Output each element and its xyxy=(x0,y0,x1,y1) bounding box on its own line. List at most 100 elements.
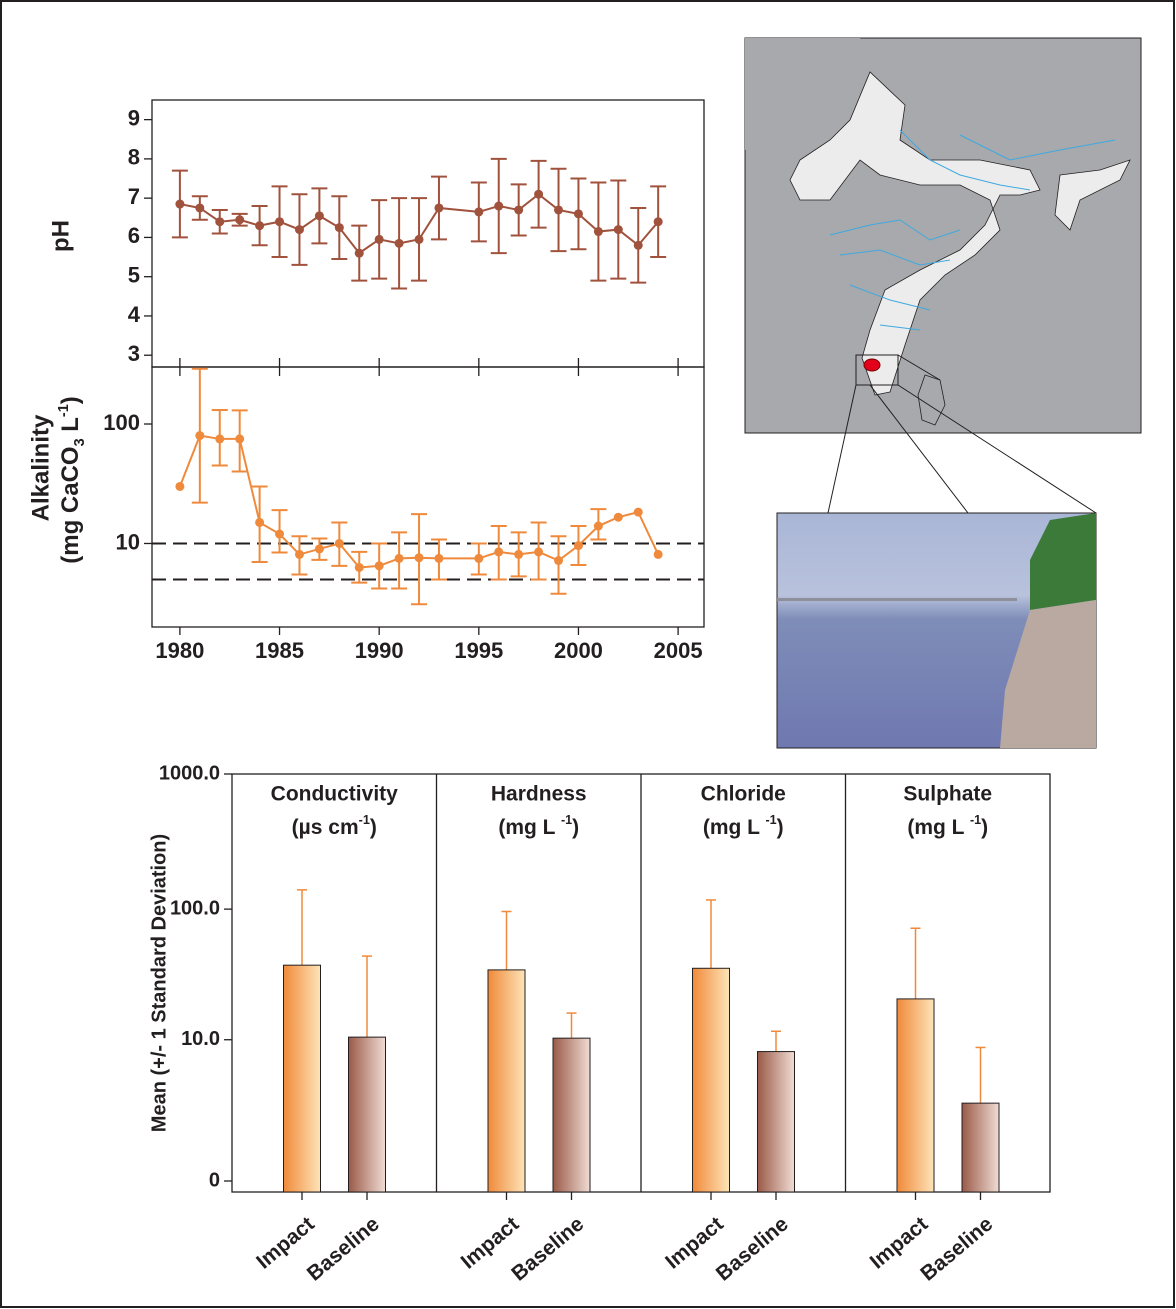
x-tick-label: 1990 xyxy=(355,638,404,663)
data-point xyxy=(514,205,524,215)
bar xyxy=(757,1051,795,1193)
data-point xyxy=(334,223,344,233)
panel-unit: (mg L -1) xyxy=(703,813,784,838)
data-point xyxy=(593,227,603,237)
data-point xyxy=(334,538,344,548)
data-point xyxy=(633,507,643,517)
data-point xyxy=(494,201,504,211)
y-axis-label-unit: (mg CaCO3 L-1) xyxy=(56,396,88,563)
bar xyxy=(692,967,730,1193)
data-point xyxy=(593,521,603,531)
data-point xyxy=(653,217,663,227)
panel-unit: (µs cm-1) xyxy=(292,813,377,838)
data-point xyxy=(374,561,384,571)
panel-unit: (mg L -1) xyxy=(498,813,579,838)
panel-unit-part: ) xyxy=(777,816,784,839)
data-point xyxy=(215,434,225,444)
panel-title: Hardness xyxy=(491,783,587,806)
bar xyxy=(283,964,321,1193)
y-tick-label: 0 xyxy=(209,1169,220,1191)
data-point xyxy=(494,547,504,557)
panel-unit: (mg L -1) xyxy=(907,813,988,838)
data-point xyxy=(275,217,285,227)
data-point xyxy=(514,549,524,559)
bar xyxy=(348,1036,386,1193)
data-line xyxy=(178,434,660,569)
data-point xyxy=(474,207,484,217)
data-point xyxy=(434,203,444,213)
data-point xyxy=(195,203,205,213)
panel-unit-part: -1 xyxy=(970,813,981,827)
panel-title: Chloride xyxy=(701,783,786,806)
data-point xyxy=(215,217,225,227)
panel-unit-part: (mg L xyxy=(907,816,970,839)
panel-unit-part: ) xyxy=(370,816,377,839)
y-tick-label: 4 xyxy=(128,302,141,327)
data-point xyxy=(195,431,205,441)
plot-frame xyxy=(151,366,705,628)
y-tick-label: 100 xyxy=(103,410,140,435)
y-tick-label: 10 xyxy=(116,529,140,554)
bar xyxy=(487,969,526,1193)
data-point xyxy=(633,240,643,250)
data-point xyxy=(394,238,404,248)
data-point xyxy=(255,221,265,231)
data-point xyxy=(394,553,404,563)
y-tick-label: 5 xyxy=(128,263,140,288)
data-point xyxy=(414,553,424,563)
panel-unit-part: (µs cm xyxy=(292,816,359,839)
panel-unit-part: (mg L xyxy=(703,816,766,839)
x-tick-label: 1995 xyxy=(454,638,503,663)
bar xyxy=(552,1037,591,1193)
data-point xyxy=(175,481,185,491)
y-axis-label-unit-part: 3 xyxy=(72,438,88,446)
data-point xyxy=(294,225,304,235)
data-point xyxy=(255,517,265,527)
data-point xyxy=(573,209,583,219)
y-axis-label-unit-part: ) xyxy=(57,396,84,404)
data-point xyxy=(314,211,324,221)
bar xyxy=(896,998,935,1193)
data-point xyxy=(294,549,304,559)
y-tick-label: 10.0 xyxy=(181,1028,220,1050)
data-point xyxy=(613,512,623,522)
y-axis-label: pH xyxy=(47,220,74,252)
y-tick-label: 100.0 xyxy=(170,897,220,919)
data-point xyxy=(354,248,364,258)
data-point xyxy=(374,234,384,244)
y-tick-label: 9 xyxy=(128,105,140,130)
data-point xyxy=(534,189,544,199)
data-point xyxy=(613,225,623,235)
y-tick-label: 1000.0 xyxy=(159,762,220,784)
data-point xyxy=(354,562,364,572)
panel-unit-part: -1 xyxy=(561,813,572,827)
data-point xyxy=(653,549,663,559)
data-point xyxy=(573,541,583,551)
panel-unit-part: -1 xyxy=(765,813,776,827)
x-tick-label: 1980 xyxy=(155,638,204,663)
y-tick-label: 3 xyxy=(128,341,140,366)
panel-unit-part: ) xyxy=(572,816,579,839)
y-tick-label: 8 xyxy=(128,145,140,170)
panel-unit-part: (mg L xyxy=(498,816,561,839)
y-axis-label: Mean (+/- 1 Standard Deviation) xyxy=(148,834,170,1132)
photo xyxy=(776,512,1097,749)
bar xyxy=(961,1102,1000,1193)
data-point xyxy=(414,234,424,244)
y-axis-label-unit-part: -1 xyxy=(56,404,72,417)
y-tick-label: 7 xyxy=(128,184,140,209)
panel-title: Conductivity xyxy=(271,783,398,806)
data-point xyxy=(434,553,444,563)
data-point xyxy=(275,529,285,539)
map xyxy=(744,37,1142,514)
data-point xyxy=(175,199,185,209)
x-tick-label: 2005 xyxy=(654,638,703,663)
data-point xyxy=(474,553,484,563)
data-point xyxy=(235,215,245,225)
x-tick-label: 2000 xyxy=(554,638,603,663)
y-axis-label-unit-part: (mg CaCO xyxy=(57,446,84,563)
panel-unit-part: -1 xyxy=(359,813,370,827)
x-tick-label: 1985 xyxy=(255,638,304,663)
y-tick-label: 6 xyxy=(128,223,140,248)
